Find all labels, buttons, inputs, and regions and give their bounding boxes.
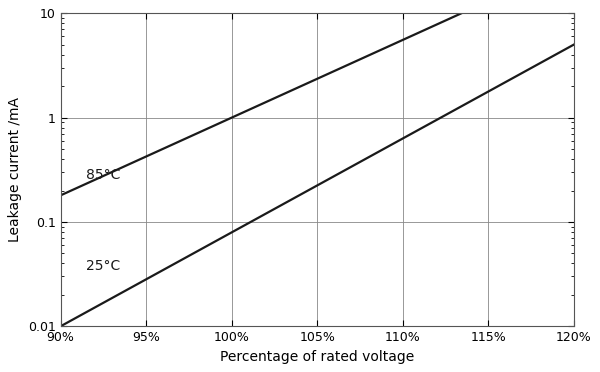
X-axis label: Percentage of rated voltage: Percentage of rated voltage <box>220 350 415 364</box>
Text: 25°C: 25°C <box>86 259 121 273</box>
Text: 85°C: 85°C <box>86 168 121 182</box>
Y-axis label: Leakage current /mA: Leakage current /mA <box>8 97 22 242</box>
